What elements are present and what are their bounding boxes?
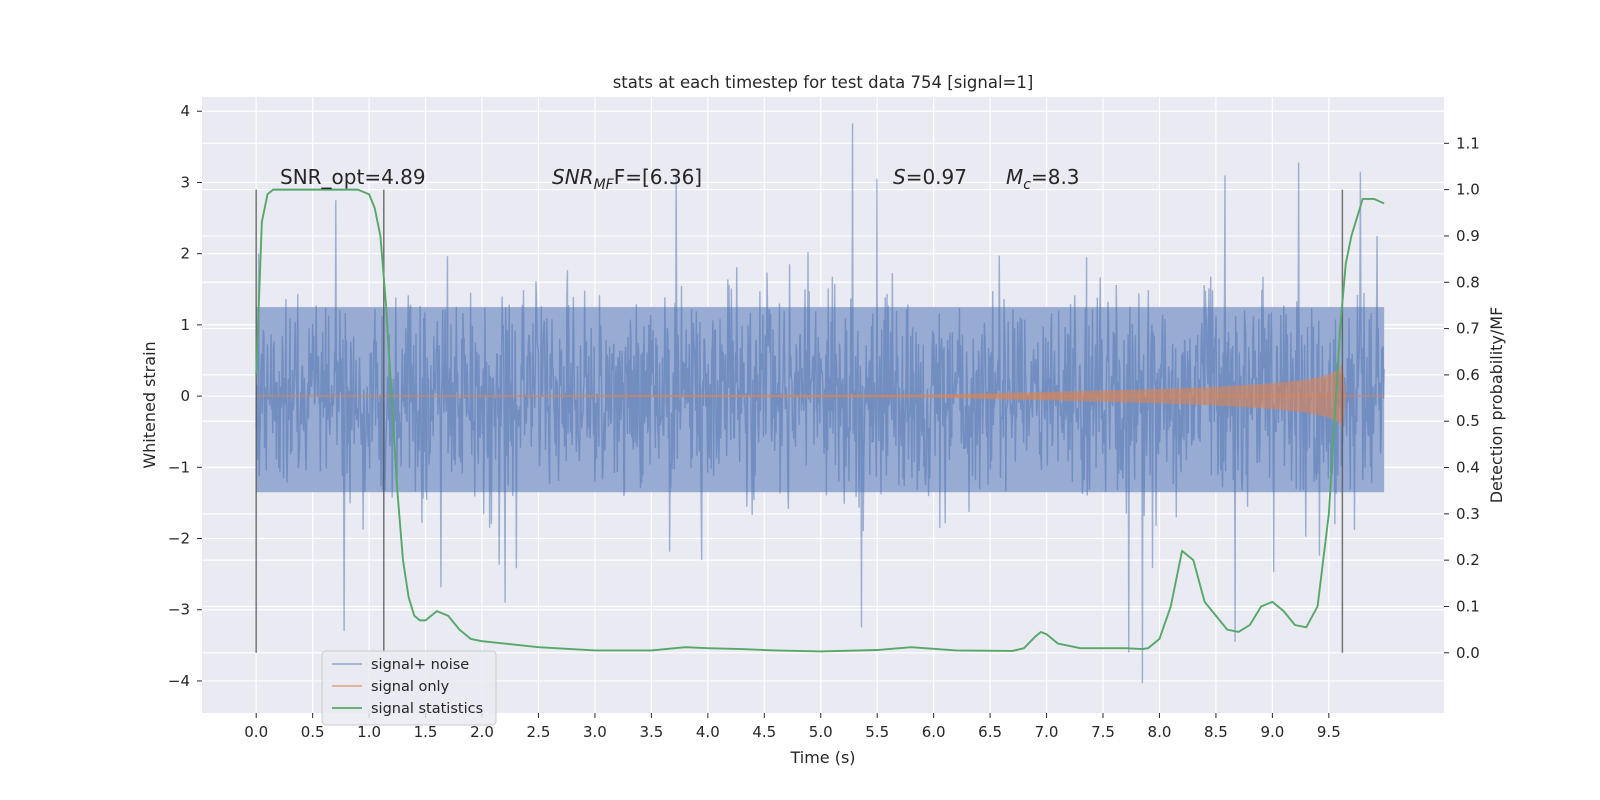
x-axis-label: Time (s) <box>789 748 855 767</box>
x-tick-label: 5.0 <box>809 723 833 741</box>
y-left-tick-label: −3 <box>168 601 190 619</box>
y-right-tick-label: 0.3 <box>1456 505 1480 523</box>
y-axis-left-ticks: 4 3 2 1 0 −1 −2 −3 −4 <box>168 102 202 690</box>
x-tick-label: 1.0 <box>357 723 381 741</box>
mc-main: M <box>1006 165 1023 189</box>
annotation-s: S=0.97 <box>893 165 967 189</box>
snr-mf-main: SNR <box>552 165 594 189</box>
y-right-tick-label: 0.0 <box>1456 644 1480 662</box>
annotation-snr-mf: SNRMFF=[6.36] <box>552 165 702 193</box>
y-right-tick-label: 1.0 <box>1456 181 1480 199</box>
chart-title: stats at each timestep for test data 754… <box>613 73 1034 92</box>
y-left-tick-label: 3 <box>180 173 190 191</box>
y-left-tick-label: 1 <box>180 316 190 334</box>
legend: signal+ noise signal only signal statist… <box>321 650 497 726</box>
legend-label-noise: signal+ noise <box>371 657 469 673</box>
y-axis-left-label: Whitened strain <box>140 341 159 468</box>
legend-label-stats: signal statistics <box>371 701 483 717</box>
y-left-tick-label: −4 <box>168 672 190 690</box>
series-signal-only <box>256 360 1385 432</box>
noise-line <box>255 123 1385 684</box>
x-tick-label: 4.5 <box>752 723 776 741</box>
x-tick-label: 2.0 <box>470 723 494 741</box>
x-tick-label: 0.0 <box>244 723 268 741</box>
annotation-snr-opt: SNR_opt=4.89 <box>280 165 426 189</box>
y-left-tick-label: 4 <box>180 102 190 120</box>
x-tick-label: 6.0 <box>922 723 946 741</box>
y-axis-right-label: Detection probability/MF <box>1487 307 1506 504</box>
legend-box <box>321 650 497 726</box>
y-left-tick-label: 2 <box>180 245 190 263</box>
y-right-tick-label: 0.2 <box>1456 551 1480 569</box>
y-right-tick-label: 0.7 <box>1456 320 1480 338</box>
mc-sub: c <box>1023 177 1031 193</box>
x-tick-label: 9.0 <box>1260 723 1284 741</box>
x-tick-label: 0.5 <box>301 723 325 741</box>
x-tick-label: 3.0 <box>583 723 607 741</box>
y-right-tick-label: 0.4 <box>1456 459 1480 477</box>
x-tick-label: 9.5 <box>1317 723 1341 741</box>
y-right-tick-label: 1.1 <box>1456 134 1480 152</box>
y-right-tick-label: 0.6 <box>1456 366 1480 384</box>
x-tick-label: 8.5 <box>1204 723 1228 741</box>
s-main: S <box>893 165 906 189</box>
y-left-tick-label: 0 <box>180 387 190 405</box>
legend-label-signal: signal only <box>371 679 450 695</box>
stats-line <box>255 188 1385 653</box>
snr-mf-rest: F=[6.36] <box>614 165 702 189</box>
x-tick-label: 5.5 <box>865 723 889 741</box>
x-tick-label: 3.5 <box>639 723 663 741</box>
mc-rest: =8.3 <box>1031 165 1080 189</box>
y-right-tick-label: 0.5 <box>1456 412 1480 430</box>
y-right-tick-label: 0.1 <box>1456 597 1480 615</box>
y-axis-right-ticks: 1.1 1.0 0.9 0.8 0.7 0.6 0.5 0.4 0.3 0.2 0.1 0.0 <box>1444 134 1480 662</box>
x-tick-label: 7.0 <box>1035 723 1059 741</box>
x-tick-label: 1.5 <box>414 723 438 741</box>
y-left-tick-label: −1 <box>168 458 190 476</box>
annotation-mc: Mc=8.3 <box>1006 165 1080 193</box>
x-tick-label: 8.0 <box>1148 723 1172 741</box>
s-rest: =0.97 <box>906 165 967 189</box>
x-axis-ticks: 0.0 0.5 1.0 1.5 2.0 2.5 3.0 3.5 4.0 4.5 5.0 5.5 6.0 6… <box>244 713 1341 741</box>
y-right-tick-label: 0.8 <box>1456 273 1480 291</box>
x-tick-label: 7.5 <box>1091 723 1115 741</box>
series-signal-statistics <box>255 188 1385 653</box>
snr-mf-sub: MF <box>594 177 615 193</box>
y-left-tick-label: −2 <box>168 530 190 548</box>
x-tick-label: 6.5 <box>978 723 1002 741</box>
x-tick-label: 4.0 <box>696 723 720 741</box>
x-tick-label: 2.5 <box>527 723 551 741</box>
y-right-tick-label: 0.9 <box>1456 227 1480 245</box>
